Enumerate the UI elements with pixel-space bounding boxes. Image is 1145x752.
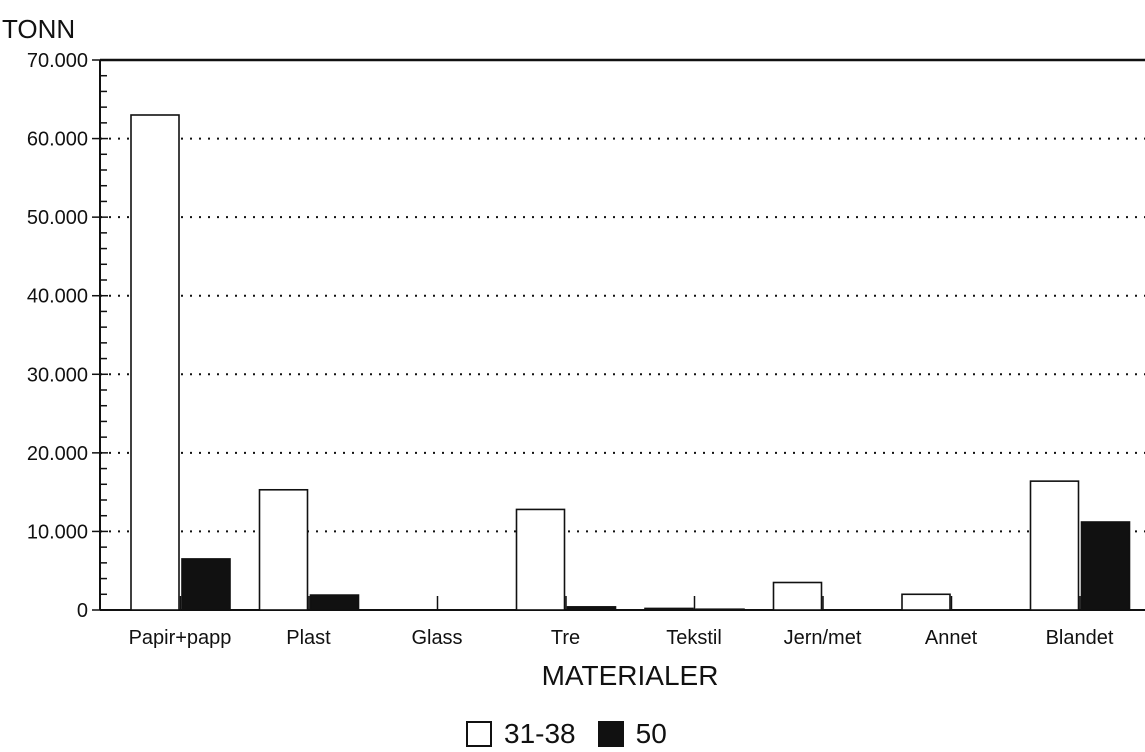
x-tick-label: Annet: [925, 627, 978, 649]
bar-50-Papir+papp: [181, 558, 231, 611]
x-tick-label: Tekstil: [666, 627, 722, 649]
y-axis-title: TONN: [2, 14, 76, 44]
bar-31-38-Plast: [258, 488, 309, 611]
legend-label: 31-38: [504, 718, 576, 749]
bar-31-38-Annet: [901, 593, 951, 611]
bar-50-Tre: [566, 606, 617, 611]
bar-50-Plast: [309, 594, 360, 611]
legend: 31-38 50: [466, 718, 689, 750]
bar-chart: 0 10.000 20.000 30.000 40.000 50.000 60.000 70.…: [27, 50, 1145, 649]
y-tick-label: 60.000: [27, 129, 88, 151]
bar-50-Tekstil: [695, 608, 745, 611]
bar-31-38-Tre: [515, 508, 566, 611]
bar-31-38-Tekstil: [644, 607, 694, 611]
x-tick-label: Tre: [551, 627, 580, 649]
x-tick-label: Blandet: [1046, 627, 1114, 649]
bar-31-38-Papir+papp: [130, 114, 180, 611]
legend-swatch-black: [597, 721, 624, 747]
x-tick-label: Jern/met: [784, 627, 862, 649]
x-tick-label: Plast: [286, 627, 331, 649]
y-tick-label: 40.000: [27, 286, 88, 308]
x-axis-title: MATERIALER: [541, 660, 719, 691]
y-tick-label: 30.000: [27, 364, 88, 386]
y-tick-label: 50.000: [27, 207, 88, 229]
y-tick-label: 0: [77, 600, 88, 622]
x-tick-label: Glass: [411, 627, 462, 649]
legend-item-31-38: 31-38: [466, 718, 576, 750]
x-tick-label: Papir+papp: [129, 627, 232, 649]
y-tick-label: 20.000: [27, 443, 88, 465]
legend-label: 50: [635, 718, 667, 749]
bar-50-Blandet: [1080, 521, 1131, 611]
y-tick-label: 70.000: [27, 50, 88, 72]
bar-31-38-Blandet: [1029, 480, 1080, 611]
bar-31-38-Jern/met: [772, 581, 823, 611]
legend-item-50: 50: [597, 718, 667, 750]
legend-swatch-white: [466, 721, 492, 747]
y-tick-label: 10.000: [27, 521, 88, 543]
